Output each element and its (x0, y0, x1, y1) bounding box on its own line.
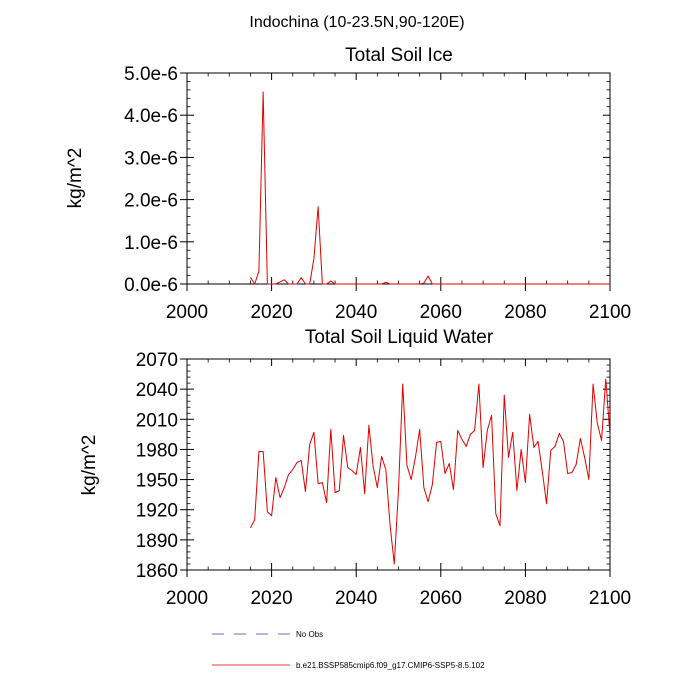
x-tick-label: 2000 (166, 302, 208, 323)
series-lines (250, 91, 610, 285)
x-tick-label: 2040 (335, 302, 377, 323)
panel-title: Total Soil Ice (345, 45, 453, 66)
y-tick-label: 0.0e-6 (124, 275, 178, 296)
y-tick-label: 1950 (136, 471, 178, 492)
y-tick-label: 4.0e-6 (124, 106, 178, 127)
panel-total-soil-liquid-water: Total Soil Liquid Water kg/m^2 2000 2020 2… (79, 327, 631, 609)
y-tick-label: 2070 (136, 350, 178, 371)
y-tick-labels: 1860 1890 1920 1950 1980 2010 2040 2070 (136, 350, 178, 582)
series-line (250, 91, 610, 285)
y-tick-label: 3.0e-6 (124, 148, 178, 169)
legend: No Obs b.e21.BSSP585cmip6.f09_g17.CMIP6-… (212, 630, 485, 670)
axis-ticks (180, 358, 611, 577)
y-tick-label: 1860 (136, 561, 178, 582)
x-tick-label: 2020 (250, 588, 292, 609)
figure-title: Indochina (10-23.5N,90-120E) (249, 14, 464, 31)
y-tick-label: 1920 (136, 501, 178, 522)
series-lines (250, 378, 611, 565)
x-tick-label: 2020 (250, 302, 292, 323)
legend-label: No Obs (296, 630, 323, 639)
x-tick-label: 2100 (589, 588, 631, 609)
y-axis-label: kg/m^2 (65, 148, 86, 209)
x-tick-label: 2060 (420, 302, 462, 323)
plot-frame (186, 358, 611, 571)
x-tick-labels: 2000 2020 2040 2060 2080 2100 (166, 588, 631, 609)
x-tick-label: 2080 (504, 302, 546, 323)
x-tick-label: 2060 (420, 588, 462, 609)
x-tick-labels: 2000 2020 2040 2060 2080 2100 (166, 302, 631, 323)
legend-item-model-run: b.e21.BSSP585cmip6.f09_g17.CMIP6-SSP5-8.… (212, 661, 485, 670)
legend-item-no-obs: No Obs (212, 630, 323, 639)
panel-title: Total Soil Liquid Water (305, 327, 494, 348)
y-tick-label: 2010 (136, 410, 178, 431)
legend-label: b.e21.BSSP585cmip6.f09_g17.CMIP6-SSP5-8.… (296, 661, 485, 670)
y-tick-label: 1.0e-6 (124, 233, 178, 254)
y-tick-label: 1980 (136, 440, 178, 461)
y-tick-label: 2.0e-6 (124, 191, 178, 212)
x-tick-label: 2040 (335, 588, 377, 609)
y-tick-label: 5.0e-6 (124, 64, 178, 85)
x-tick-label: 2080 (504, 588, 546, 609)
axis-ticks (180, 72, 611, 291)
y-tick-label: 1890 (136, 531, 178, 552)
x-tick-label: 2000 (166, 588, 208, 609)
plot-frame (186, 72, 611, 285)
y-tick-label: 2040 (136, 380, 178, 401)
y-tick-labels: 0.0e-6 1.0e-6 2.0e-6 3.0e-6 4.0e-6 5.0e-6 (124, 64, 178, 296)
panel-total-soil-ice: Total Soil Ice kg/m^2 2000 2020 2040 2060 20… (65, 45, 631, 323)
y-axis-label: kg/m^2 (79, 435, 100, 496)
x-tick-label: 2100 (589, 302, 631, 323)
series-line (250, 378, 611, 565)
